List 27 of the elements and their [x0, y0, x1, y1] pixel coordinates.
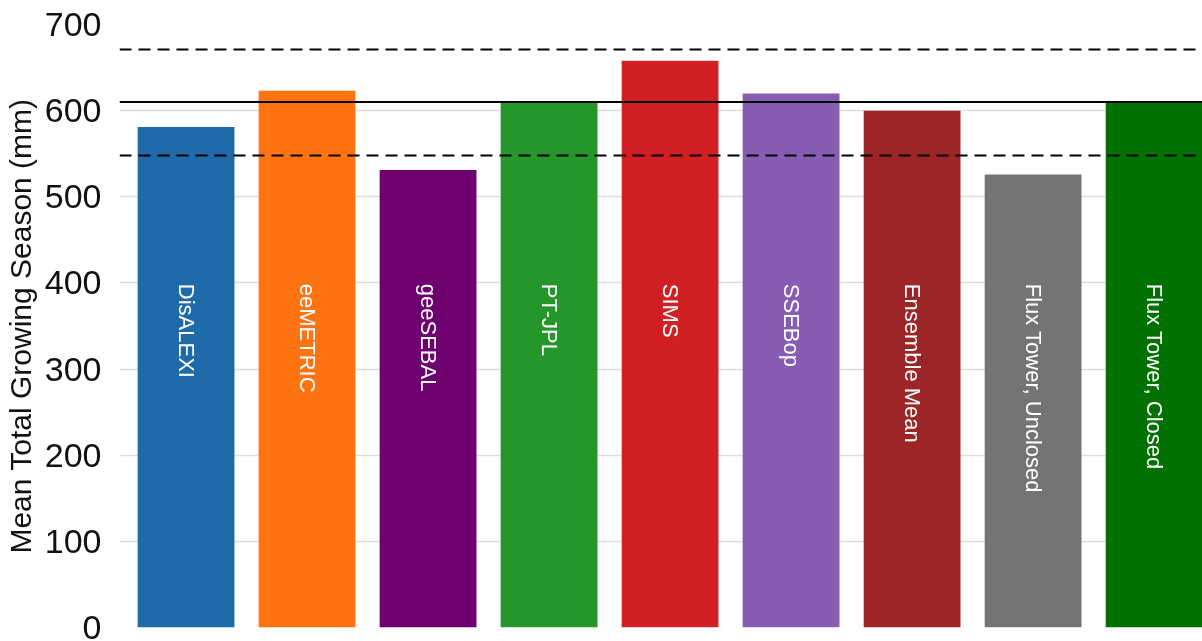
x-tick-label: eeMETRIC	[294, 283, 320, 393]
x-tick-label: DisALEXI	[173, 283, 199, 378]
bar	[742, 93, 840, 628]
bar	[1105, 102, 1202, 628]
bar	[984, 174, 1082, 628]
bar	[258, 90, 356, 628]
x-tick-label: geeSEBAL	[415, 283, 441, 392]
y-tick-label: 100	[44, 521, 102, 560]
x-tick-label: SSEBop	[778, 283, 804, 367]
x-tick-label: Flux Tower, Unclosed	[1020, 283, 1046, 493]
x-tick-label: SIMS	[657, 283, 683, 338]
y-tick-label: 600	[44, 91, 102, 130]
bar	[379, 170, 477, 628]
bar	[863, 110, 961, 628]
y-tick-label: 300	[44, 349, 102, 388]
y-tick-label: 500	[44, 177, 102, 216]
x-tick-label: Flux Tower, Closed	[1141, 283, 1167, 470]
y-tick-label: 200	[44, 435, 102, 474]
x-tick-label: Ensemble Mean	[899, 283, 925, 443]
bar	[621, 60, 719, 628]
y-axis-title: Mean Total Growing Season (mm)	[3, 98, 37, 554]
x-tick-label: PT-JPL	[536, 283, 562, 356]
y-tick-label: 0	[82, 608, 102, 641]
bar	[137, 127, 235, 628]
y-tick-label: 400	[44, 263, 102, 302]
bar	[500, 102, 598, 628]
y-tick-label: 700	[44, 5, 102, 43]
